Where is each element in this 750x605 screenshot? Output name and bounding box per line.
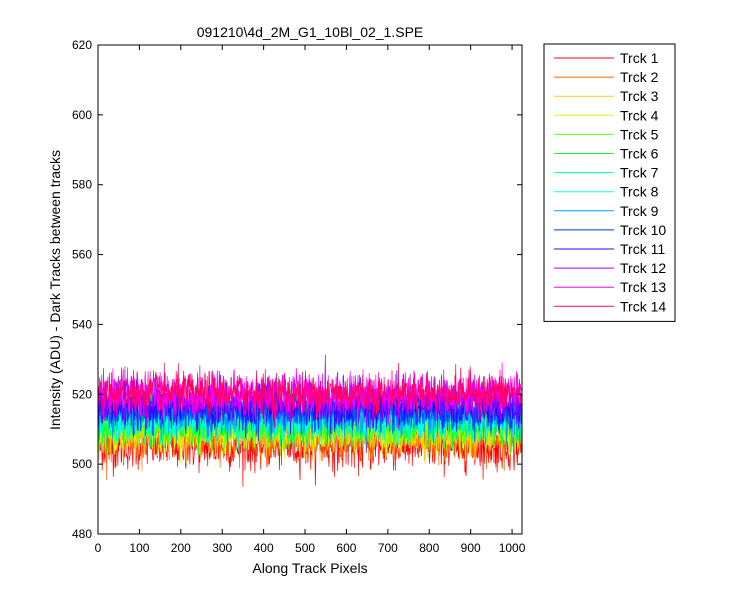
x-axis-label: Along Track Pixels (252, 560, 367, 576)
legend-label-1: Trck 1 (620, 50, 659, 66)
legend-label-11: Trck 11 (620, 241, 665, 257)
legend-label-6: Trck 6 (620, 146, 659, 162)
legend-label-5: Trck 5 (620, 126, 659, 142)
x-tick-label: 1000 (499, 541, 526, 555)
series-layer (97, 354, 522, 487)
x-tick-label: 200 (171, 541, 191, 555)
axes-frame (97, 44, 523, 535)
y-tick-label: 520 (72, 387, 92, 401)
y-tick-label: 580 (72, 178, 92, 192)
y-tick-label: 540 (72, 317, 92, 331)
x-tick-label: 500 (295, 541, 315, 555)
y-tick-label: 560 (72, 248, 92, 262)
x-tick-label: 600 (336, 541, 356, 555)
x-tick-label: 400 (254, 541, 274, 555)
legend-label-7: Trck 7 (620, 165, 659, 181)
legend-label-4: Trck 4 (620, 107, 659, 123)
series-line-11 (97, 370, 522, 438)
y-tick-label: 620 (72, 38, 92, 52)
legend-label-14: Trck 14 (620, 298, 666, 314)
plot-area (98, 45, 522, 534)
x-tick-label: 700 (378, 541, 398, 555)
legend-label-3: Trck 3 (620, 88, 659, 104)
x-tick-label: 900 (461, 541, 481, 555)
x-tick-label: 0 (95, 541, 102, 555)
legend-label-10: Trck 10 (620, 222, 666, 238)
x-tick-label: 100 (129, 541, 149, 555)
series-line-14 (97, 362, 522, 428)
y-axis-label: Intensity (ADU) - Dark Tracks between tr… (47, 150, 63, 430)
axes-layer: 0 100 200 300 400 500 600 700 800 900 1000 480 500 52… (72, 38, 526, 555)
y-tick-label: 500 (72, 457, 92, 471)
y-tick-label: 600 (72, 108, 92, 122)
x-tick-label: 800 (419, 541, 439, 555)
legend-label-13: Trck 13 (620, 279, 666, 295)
x-tick-label: 300 (212, 541, 232, 555)
legend: Trck 1 Trck 2 Trck 3 Trck 4 Trck 5 Trck 6 Trck… (543, 43, 676, 322)
legend-label-9: Trck 9 (620, 203, 659, 219)
legend-label-2: Trck 2 (620, 69, 659, 85)
y-tick-label: 480 (72, 527, 92, 541)
legend-box (543, 43, 676, 322)
legend-label-8: Trck 8 (620, 184, 659, 200)
legend-label-12: Trck 12 (620, 260, 666, 276)
chart-title: 091210\4d_2M_G1_10Bl_02_1.SPE (197, 24, 424, 40)
